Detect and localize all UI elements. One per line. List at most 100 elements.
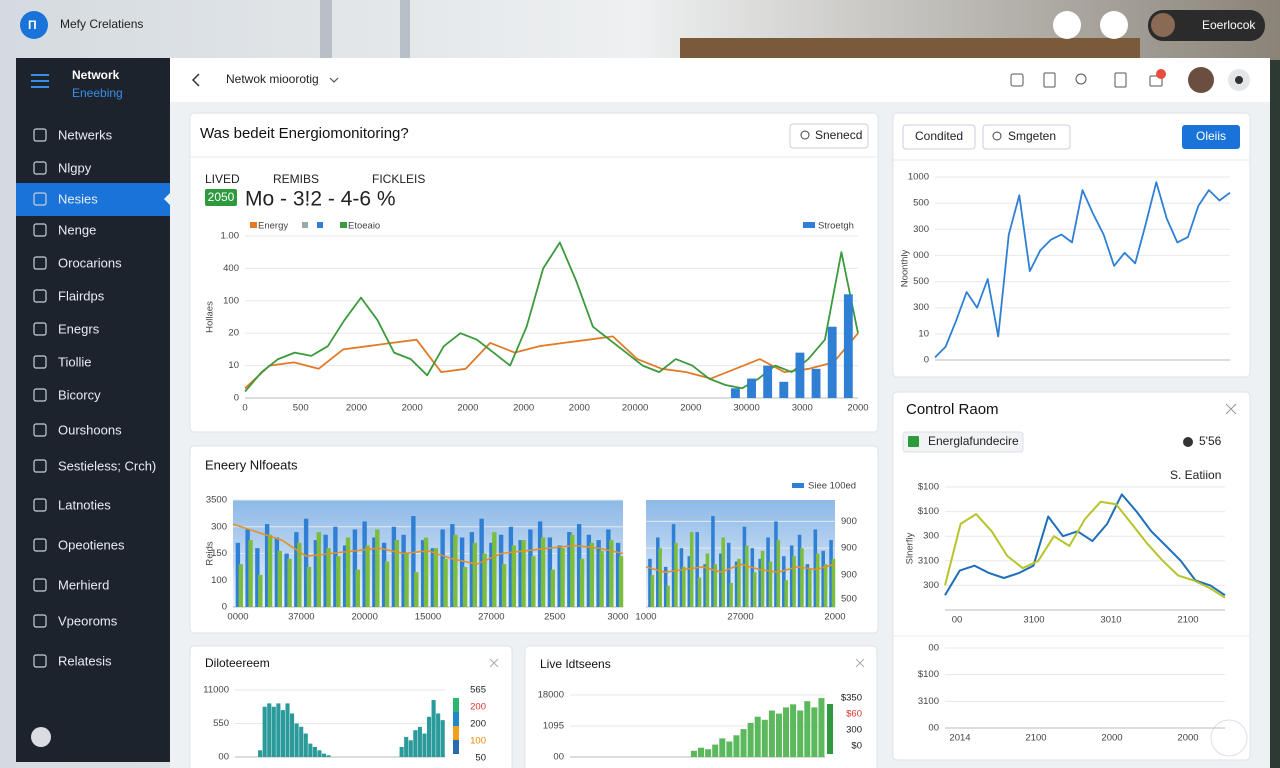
bar [729, 582, 733, 607]
menu-item[interactable]: Tiollie [58, 354, 91, 369]
x-tick-label: 2000 [402, 403, 423, 414]
y-tick-label: $100 [918, 669, 939, 680]
bar [313, 540, 319, 607]
y-tick-label: 3100 [918, 555, 939, 566]
y-tick-label: 100 [211, 575, 227, 586]
menu-item[interactable]: Merhierd [58, 577, 109, 592]
bar [589, 542, 594, 607]
menu-item[interactable]: Opeotienes [58, 537, 125, 552]
line [645, 563, 836, 573]
menu-item[interactable]: Netwerks [58, 127, 113, 142]
bar [606, 529, 611, 607]
x-tick-label: 15000 [415, 612, 441, 623]
fab[interactable] [1210, 719, 1248, 757]
y-axis-label: Reids [205, 541, 216, 566]
legend-label: Energy [258, 221, 288, 232]
panel-title: Control Raom [906, 401, 999, 418]
filter-dropdown[interactable] [902, 124, 976, 150]
menu-item[interactable]: Relatesis [58, 653, 112, 668]
logo-mark: П [28, 18, 37, 32]
bar [560, 548, 565, 607]
x-tick-label: 2100 [1177, 615, 1198, 626]
menu-item[interactable]: Bicorcy [58, 387, 101, 402]
back-button[interactable] [191, 73, 200, 87]
close-icon[interactable] [1225, 403, 1237, 415]
x-tick-label: 2000 [513, 403, 534, 414]
y-tick-label: 500 [913, 276, 929, 287]
icon-button[interactable] [1053, 11, 1081, 39]
y-tick-label: 150 [211, 548, 227, 559]
bar [294, 723, 299, 757]
breadcrumb[interactable]: Netwok mioorotig [226, 72, 319, 86]
bar [747, 378, 756, 398]
bar [679, 548, 684, 607]
bar [414, 572, 419, 607]
bar [317, 750, 322, 757]
filter-dropdown[interactable] [902, 431, 1024, 453]
setting-value: 5'56 [1199, 434, 1222, 448]
y-tick-label: 20 [228, 328, 239, 339]
bar [697, 577, 702, 607]
tool-icon[interactable] [1114, 72, 1127, 88]
tool-icon[interactable] [1043, 72, 1056, 88]
tool-icon[interactable] [1010, 73, 1024, 87]
bar [805, 564, 810, 607]
menu-item[interactable]: Nenge [58, 222, 96, 237]
gear-icon[interactable] [1183, 437, 1193, 447]
bar [280, 710, 285, 757]
menu-item[interactable]: Orocarions [58, 255, 122, 270]
search-box[interactable] [982, 124, 1071, 150]
bar [754, 716, 761, 757]
bar [255, 548, 260, 607]
y-tick-label: 300 [923, 531, 939, 542]
menu-item[interactable]: Latnoties [58, 497, 111, 512]
panel-title: Eneery Nlfoeats [205, 457, 298, 472]
edit-label[interactable]: S. Eatiion [1170, 468, 1221, 482]
bar [726, 542, 731, 607]
y-tick-label: 11000 [203, 685, 229, 696]
menu-icon[interactable] [31, 74, 49, 88]
scale-swatch [827, 704, 833, 754]
sidebar-subtitle: Eneebing [72, 86, 123, 100]
bar [511, 545, 516, 607]
bar [308, 743, 313, 757]
bar [537, 521, 543, 607]
y-tick-label: 00 [553, 752, 564, 763]
help-icon [31, 727, 51, 747]
bar [730, 388, 740, 398]
menu-item[interactable]: Flairdps [58, 288, 105, 303]
close-icon[interactable] [489, 658, 499, 668]
menu-item[interactable]: Nlgpy [58, 160, 92, 175]
bar [267, 534, 273, 607]
bar [492, 532, 497, 607]
tool-icon[interactable] [1149, 75, 1163, 87]
x-tick-label: 37000 [288, 612, 314, 623]
primary-button[interactable] [1182, 125, 1240, 149]
user-pill[interactable] [1148, 10, 1265, 41]
menu-item[interactable]: Vpeoroms [58, 613, 118, 628]
y-tick-label: 300 [913, 224, 929, 235]
menu-item[interactable]: Ourshoons [58, 422, 122, 437]
sidebar-title: Network [72, 68, 120, 82]
menu-icon [33, 192, 47, 206]
legend-swatch [803, 222, 815, 228]
menu-icon [33, 459, 47, 473]
legend-label: Siee 100ed [808, 481, 856, 492]
bar [815, 553, 820, 607]
bar [737, 558, 741, 607]
close-icon[interactable] [855, 658, 865, 668]
bar [431, 700, 436, 757]
bar [705, 749, 712, 757]
tool-icon[interactable] [1075, 73, 1087, 85]
search-box[interactable] [789, 123, 869, 149]
avatar[interactable] [1188, 67, 1214, 93]
menu-item[interactable]: Enegrs [58, 321, 100, 336]
badge-label: 2050 [208, 190, 235, 204]
panel [892, 112, 1251, 378]
icon-button[interactable] [1100, 11, 1128, 39]
bar [345, 537, 351, 607]
menu-item[interactable]: Nesies [58, 191, 98, 206]
menu-item[interactable]: Sestieless; Crch) [58, 458, 156, 473]
logo[interactable] [20, 11, 48, 39]
